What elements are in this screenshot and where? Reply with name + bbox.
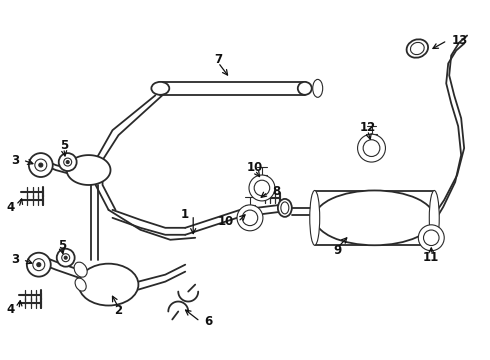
Text: 5: 5	[60, 139, 68, 152]
Text: 9: 9	[334, 244, 342, 257]
Circle shape	[64, 158, 72, 166]
Circle shape	[418, 225, 444, 251]
Ellipse shape	[310, 190, 319, 245]
Circle shape	[27, 253, 51, 276]
Text: 6: 6	[204, 315, 212, 328]
Circle shape	[66, 161, 69, 163]
Circle shape	[29, 153, 53, 177]
Circle shape	[39, 163, 43, 167]
Circle shape	[62, 254, 70, 262]
Text: 7: 7	[214, 53, 222, 67]
Circle shape	[358, 134, 386, 162]
Ellipse shape	[151, 82, 169, 95]
Circle shape	[57, 249, 74, 267]
Polygon shape	[67, 155, 111, 185]
Ellipse shape	[313, 80, 323, 97]
Circle shape	[237, 205, 263, 231]
Ellipse shape	[78, 264, 138, 306]
Text: 2: 2	[115, 303, 122, 316]
Text: 3: 3	[11, 154, 19, 167]
Text: 12: 12	[359, 121, 376, 134]
Text: 13: 13	[451, 34, 467, 47]
Circle shape	[64, 256, 67, 259]
Text: 10: 10	[247, 161, 263, 174]
Ellipse shape	[315, 190, 434, 245]
Text: 10: 10	[218, 215, 234, 228]
Circle shape	[59, 153, 76, 171]
Circle shape	[35, 159, 47, 171]
Polygon shape	[85, 265, 132, 305]
Ellipse shape	[74, 262, 87, 277]
Text: 3: 3	[11, 253, 19, 266]
Text: 1: 1	[181, 208, 189, 221]
Circle shape	[363, 140, 380, 157]
Ellipse shape	[281, 202, 289, 214]
Text: 11: 11	[423, 251, 440, 264]
Text: 8: 8	[272, 185, 280, 198]
Ellipse shape	[298, 82, 312, 95]
Circle shape	[37, 263, 41, 267]
Text: 5: 5	[58, 239, 66, 252]
Ellipse shape	[407, 39, 428, 58]
Circle shape	[254, 180, 270, 196]
Circle shape	[33, 259, 45, 271]
Circle shape	[242, 210, 258, 226]
Circle shape	[249, 175, 275, 201]
Ellipse shape	[411, 42, 424, 55]
Circle shape	[423, 230, 439, 246]
Text: 4: 4	[7, 201, 15, 215]
Ellipse shape	[429, 190, 439, 245]
Ellipse shape	[75, 278, 86, 291]
Ellipse shape	[278, 199, 292, 217]
Text: 4: 4	[7, 303, 15, 316]
